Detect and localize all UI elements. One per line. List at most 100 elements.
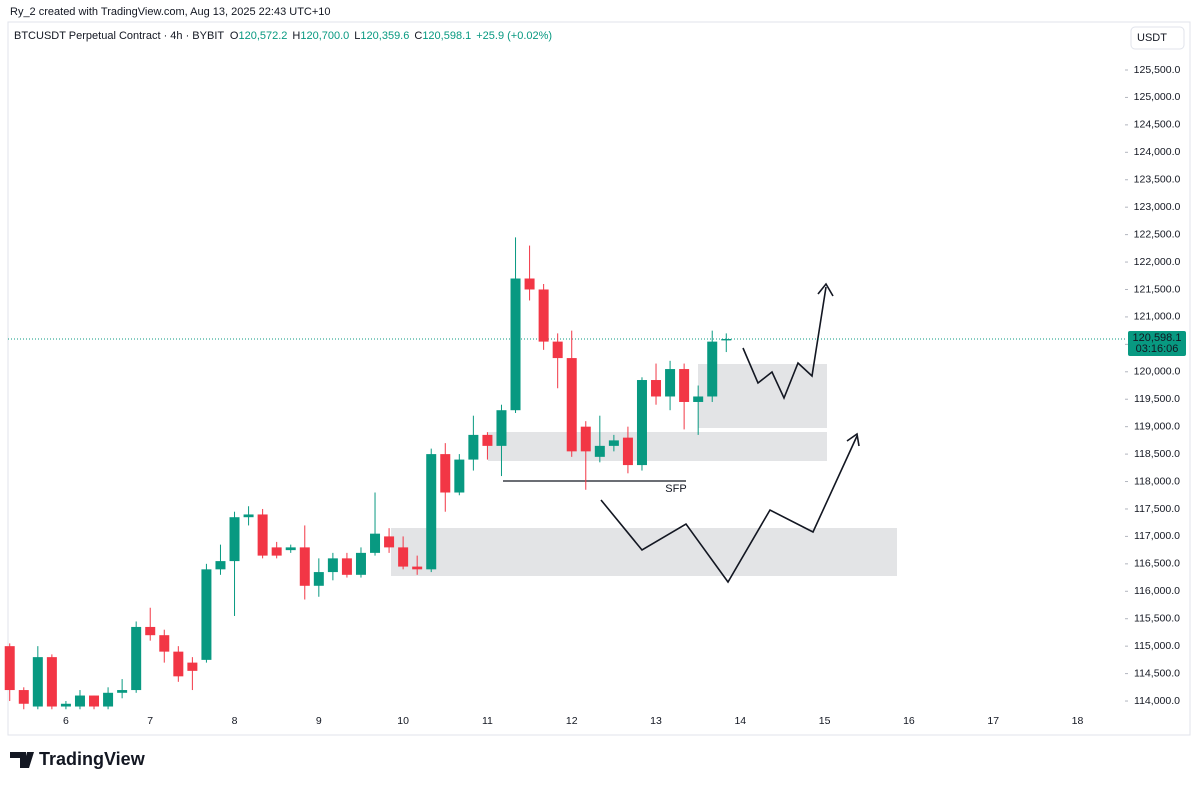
- candle-body: [594, 445, 605, 457]
- candle-body: [32, 657, 43, 707]
- projection-path: [742, 286, 827, 401]
- arrow-head: [846, 432, 860, 447]
- x-tick-label: 12: [566, 715, 578, 727]
- candle-body: [454, 459, 465, 493]
- candle-body: [313, 572, 324, 586]
- y-tick-label: 122,000.0: [1134, 256, 1181, 268]
- legend-change: +25.9 (+0.02%): [476, 30, 552, 42]
- x-tick-label: 11: [482, 715, 493, 727]
- y-tick-label: 114,500.0: [1134, 667, 1180, 679]
- y-tick-label: 124,000.0: [1134, 146, 1181, 158]
- y-tick-label: 116,000.0: [1134, 585, 1180, 597]
- price-tag: [1128, 330, 1186, 356]
- annotation: SFP: [665, 483, 686, 495]
- y-tick-label: 125,500.0: [1134, 64, 1181, 76]
- y-tick-label: 119,500.0: [1134, 393, 1180, 405]
- candle-body: [117, 690, 128, 693]
- y-tick-label: 117,000.0: [1134, 530, 1180, 542]
- y-tick-label: 118,500.0: [1134, 448, 1180, 460]
- candle-body: [271, 547, 282, 556]
- y-tick-label: 117,500.0: [1134, 503, 1180, 515]
- currency-box[interactable]: [1130, 26, 1185, 50]
- brand: TradingView: [39, 749, 146, 769]
- y-tick-label: 114,000.0: [1134, 695, 1180, 707]
- candle-body: [159, 635, 170, 652]
- credit: Ry_2 created with TradingView.com, Aug 1…: [10, 6, 331, 18]
- price-tag-countdown: 03:16:06: [1136, 343, 1179, 355]
- price-tag-value: 120,598.1: [1133, 332, 1182, 344]
- projection-path: [600, 435, 858, 584]
- candle-body: [721, 338, 732, 341]
- x-tick-label: 7: [147, 715, 153, 727]
- legend-key: O: [230, 30, 239, 42]
- candle-body: [636, 380, 647, 466]
- candle-body: [651, 380, 662, 397]
- y-tick-label: 116,500.0: [1134, 558, 1180, 570]
- y-tick-label: 122,500.0: [1134, 228, 1181, 240]
- candle-body: [538, 289, 549, 342]
- candle-body: [60, 703, 71, 707]
- candle-body: [215, 561, 226, 570]
- zone: [391, 528, 897, 576]
- candle-body: [89, 695, 100, 707]
- candle-body: [398, 547, 409, 567]
- candle-body: [679, 369, 690, 402]
- candle-body: [243, 514, 254, 518]
- y-tick-label: 121,000.0: [1134, 311, 1181, 323]
- x-tick-label: 6: [63, 715, 69, 727]
- candle-body: [131, 626, 142, 691]
- candle-body: [468, 434, 479, 460]
- candle-body: [693, 396, 704, 402]
- candle-body: [74, 695, 85, 707]
- candle-body: [384, 536, 395, 548]
- candle-body: [622, 437, 633, 466]
- axes: 114,000.0 114,500.0 115,000.0 115,500.0 116,…: [63, 64, 1181, 727]
- legend-key: H: [292, 30, 300, 42]
- legend-key: L: [354, 30, 360, 42]
- candle-body: [285, 547, 296, 551]
- candle-body: [482, 434, 493, 446]
- y-tick-label: 121,500.0: [1134, 283, 1181, 295]
- y-tick-label: 115,000.0: [1134, 640, 1180, 652]
- x-tick-label: 18: [1072, 715, 1084, 727]
- candle-body: [496, 410, 507, 446]
- x-tick-label: 16: [903, 715, 915, 727]
- candle-body: [608, 440, 619, 446]
- legend-value: 120,359.6: [360, 30, 409, 42]
- arrow-head: [817, 282, 834, 297]
- candle-body: [510, 278, 521, 411]
- candle-body: [426, 454, 437, 570]
- candle-body: [229, 517, 240, 562]
- y-tick-label: 125,000.0: [1134, 91, 1181, 103]
- candle-body: [187, 662, 198, 671]
- candle-body: [707, 341, 718, 397]
- candle-body: [299, 547, 310, 586]
- candle-body: [580, 426, 591, 452]
- symbol: BTCUSDT Perpetual Contract · 4h · BYBIT: [14, 30, 224, 42]
- currency: USDT: [1137, 32, 1167, 44]
- candle-body: [665, 369, 676, 397]
- candle-body: [341, 558, 352, 575]
- legend: BTCUSDT Perpetual Contract · 4h · BYBIT O…: [14, 30, 552, 42]
- x-tick-label: 14: [734, 715, 746, 727]
- x-tick-label: 10: [397, 715, 409, 727]
- legend-value: 120,572.2: [238, 30, 287, 42]
- chart-frame: [7, 21, 1191, 736]
- legend-key: C: [414, 30, 422, 42]
- candle-body: [566, 358, 577, 452]
- candle-body: [103, 692, 114, 707]
- candle-body: [4, 646, 15, 691]
- y-tick-label: 115,500.0: [1134, 612, 1180, 624]
- x-tick-label: 9: [316, 715, 322, 727]
- x-tick-label: 13: [650, 715, 662, 727]
- x-tick-label: 17: [987, 715, 999, 727]
- candle-body: [440, 454, 451, 493]
- candle-body: [46, 657, 57, 707]
- candle-body: [370, 533, 381, 553]
- candle-body: [355, 552, 366, 575]
- y-tick-label: 119,000.0: [1134, 420, 1180, 432]
- candle-body: [412, 566, 423, 570]
- y-tick-label: 123,500.0: [1134, 174, 1181, 186]
